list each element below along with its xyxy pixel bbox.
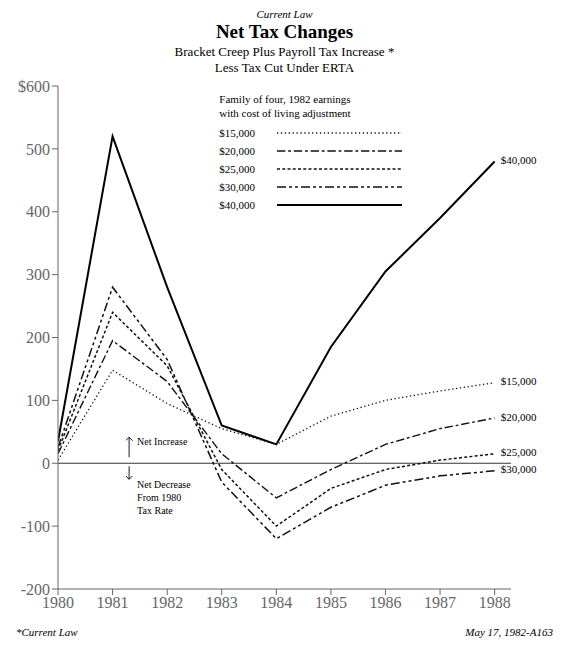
html-text:$40,000: $40,000: [219, 199, 255, 211]
svg-text:1984: 1984: [260, 594, 292, 611]
html-text:$30,000: $30,000: [219, 181, 255, 193]
html-text:Current Law: Current Law: [256, 8, 313, 20]
svg-text:1983: 1983: [206, 594, 238, 611]
svg-text:100: 100: [26, 392, 50, 409]
html-text:Net Tax Changes: Net Tax Changes: [215, 21, 354, 42]
html-text:$15,000: $15,000: [219, 127, 255, 139]
svg-text:Net Increase: Net Increase: [137, 437, 188, 448]
svg-text:$40,000: $40,000: [501, 154, 537, 166]
svg-text:300: 300: [26, 266, 50, 283]
svg-text:200: 200: [26, 329, 50, 346]
svg-text:1987: 1987: [424, 594, 456, 611]
html-text:May 17, 1982-A163: May 17, 1982-A163: [465, 626, 553, 638]
svg-text:$20,000: $20,000: [501, 411, 537, 423]
svg-text:-100: -100: [21, 518, 50, 535]
svg-text:1981: 1981: [97, 594, 129, 611]
html-text:$25,000: $25,000: [219, 163, 255, 175]
svg-text:1988: 1988: [479, 594, 511, 611]
html-text:Family of four, 1982 earnings: Family of four, 1982 earnings with cost …: [219, 93, 351, 119]
svg-text:1980: 1980: [42, 594, 74, 612]
svg-text:$15,000: $15,000: [501, 375, 537, 387]
svg-text:$25,000: $25,000: [501, 446, 537, 458]
svg-text:1985: 1985: [315, 594, 347, 611]
svg-text:1982: 1982: [151, 594, 183, 611]
svg-text:-200: -200: [21, 581, 50, 598]
svg-text:Net DecreaseFrom 1980Tax Rate: Net DecreaseFrom 1980Tax Rate: [137, 479, 191, 516]
svg-text:$600: $600: [18, 78, 50, 95]
html-text:$20,000: $20,000: [219, 145, 255, 157]
svg-text:400: 400: [26, 203, 50, 220]
svg-text:0: 0: [42, 455, 50, 472]
html-text:*Current Law: *Current Law: [16, 626, 78, 638]
svg-text:$30,000: $30,000: [501, 463, 537, 475]
svg-text:500: 500: [26, 141, 50, 158]
html-text:Bracket Creep Plus Payroll Tax: Bracket Creep Plus Payroll Tax Increase …: [174, 44, 395, 75]
svg-text:1986: 1986: [369, 594, 401, 611]
